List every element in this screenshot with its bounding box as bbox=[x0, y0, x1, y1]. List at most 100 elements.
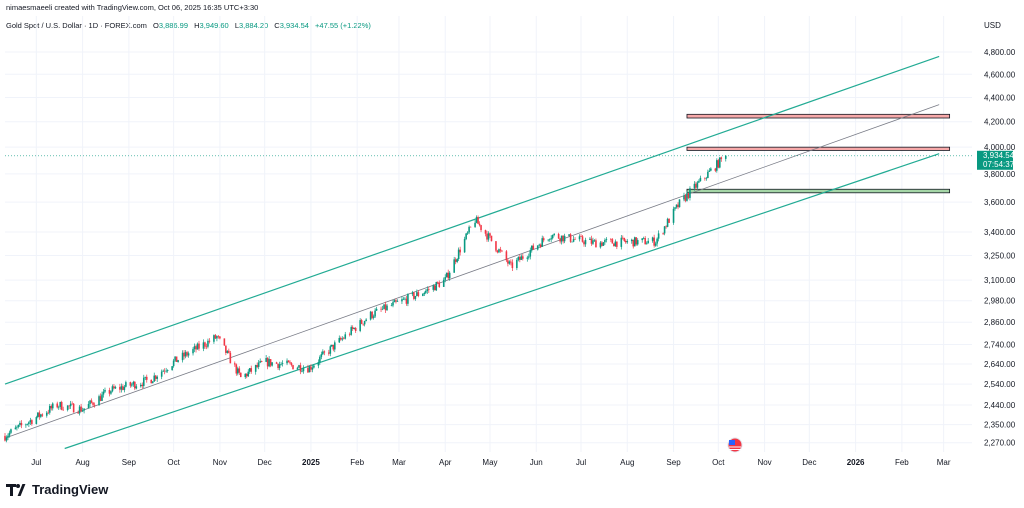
candle-up bbox=[541, 235, 544, 247]
candle-up bbox=[268, 356, 270, 368]
candle-body bbox=[581, 236, 584, 242]
candle-down bbox=[557, 232, 560, 239]
candle-body bbox=[16, 426, 18, 428]
candle-down bbox=[559, 237, 561, 244]
candle-down bbox=[214, 333, 217, 340]
candle-up bbox=[125, 380, 127, 388]
time-tick-label: Sep bbox=[122, 458, 137, 467]
tradingview-logo[interactable]: TradingView bbox=[6, 482, 108, 497]
candle-down bbox=[704, 177, 706, 181]
candle-up bbox=[350, 325, 353, 336]
candle-up bbox=[104, 387, 106, 393]
candle-body bbox=[165, 370, 167, 372]
open-label: O bbox=[152, 21, 159, 30]
candle-up bbox=[162, 369, 164, 372]
candle-up bbox=[254, 364, 257, 375]
candle-body bbox=[425, 290, 427, 293]
candle-down bbox=[77, 410, 79, 415]
candle-body bbox=[141, 384, 144, 386]
candle-body bbox=[674, 207, 676, 209]
price-scale[interactable]: USD 4,800.00 4,600.00 4,400.00 4,200.00 4,00… bbox=[984, 21, 1016, 448]
candle-body bbox=[614, 241, 617, 247]
high-label: H bbox=[194, 21, 200, 30]
candle-up bbox=[45, 410, 48, 418]
candle-body bbox=[498, 249, 500, 253]
candle-up bbox=[14, 425, 17, 430]
candle-up bbox=[196, 342, 199, 350]
candle-body bbox=[490, 235, 493, 242]
candle-down bbox=[507, 258, 509, 267]
candle-down bbox=[72, 402, 75, 413]
candle-body bbox=[196, 343, 199, 350]
chart-creator-header: nimaesmaeeli created with TradingView.co… bbox=[6, 3, 259, 12]
candle-body bbox=[360, 320, 363, 324]
candle-body bbox=[113, 386, 115, 389]
candle-body bbox=[626, 241, 629, 243]
candle-up bbox=[216, 335, 218, 342]
candle-body bbox=[557, 233, 560, 239]
candle-body bbox=[416, 292, 418, 297]
candle-body bbox=[698, 181, 700, 183]
candle-up bbox=[271, 361, 273, 367]
time-scale[interactable]: Jul Aug Sep Oct Nov Dec 2025 Feb Mar Apr May Jun Jul… bbox=[31, 458, 951, 467]
us-flag-event-icon[interactable] bbox=[727, 437, 743, 453]
candle-body bbox=[66, 405, 69, 411]
candle-up bbox=[442, 277, 445, 287]
candle-down bbox=[269, 359, 272, 368]
candle-body bbox=[207, 340, 209, 347]
candle-body bbox=[590, 238, 593, 244]
candle-body bbox=[248, 368, 251, 372]
candle-body bbox=[444, 277, 447, 280]
candle-up bbox=[527, 253, 530, 260]
candle-body bbox=[35, 417, 38, 424]
candle-body bbox=[516, 259, 518, 269]
candle-body bbox=[144, 376, 147, 378]
candle-down bbox=[141, 382, 144, 389]
candle-up bbox=[320, 351, 323, 360]
candle-body bbox=[214, 335, 217, 339]
candle-up bbox=[87, 401, 90, 409]
candle-body bbox=[562, 235, 564, 242]
candle-body bbox=[724, 155, 727, 159]
candle-down bbox=[62, 406, 64, 411]
candle-up bbox=[83, 408, 85, 414]
candle-body bbox=[375, 308, 378, 311]
candle-body bbox=[17, 424, 20, 427]
candle-up bbox=[132, 380, 135, 387]
candle-down bbox=[632, 239, 635, 249]
candle-up bbox=[28, 421, 30, 427]
candle-up bbox=[247, 369, 250, 378]
candle-body bbox=[234, 363, 236, 365]
candle-body bbox=[520, 256, 523, 260]
candle-body bbox=[717, 160, 720, 168]
candle-up bbox=[278, 361, 281, 371]
candle-up bbox=[120, 383, 123, 393]
candle-body bbox=[529, 250, 532, 257]
candle-down bbox=[195, 344, 197, 353]
candle-body bbox=[236, 368, 239, 374]
candle-down bbox=[93, 402, 96, 408]
candle-up bbox=[298, 364, 300, 368]
candle-body bbox=[80, 406, 82, 412]
candle-body bbox=[720, 157, 723, 159]
candle-body bbox=[108, 389, 111, 394]
candle-down bbox=[489, 232, 491, 238]
candle-up bbox=[548, 238, 551, 242]
candle-down bbox=[590, 235, 593, 246]
candle-body bbox=[438, 282, 441, 287]
candle-body bbox=[662, 233, 664, 234]
candle-body bbox=[395, 300, 397, 302]
candle-up bbox=[656, 237, 658, 247]
candle-body bbox=[290, 363, 293, 366]
candle-body bbox=[205, 346, 208, 348]
candle-body bbox=[386, 305, 388, 311]
candle-down bbox=[310, 364, 312, 373]
candle-body bbox=[392, 302, 394, 306]
symbol-name[interactable]: Gold Spot / U.S. Dollar · 1D · FOREX.com bbox=[6, 21, 147, 30]
candle-up bbox=[589, 237, 591, 240]
candle-up bbox=[724, 155, 727, 162]
candle-down bbox=[92, 401, 94, 407]
candle-up bbox=[457, 247, 460, 262]
last-price-badge: 3,934.54 07:54:37 bbox=[977, 150, 1015, 170]
